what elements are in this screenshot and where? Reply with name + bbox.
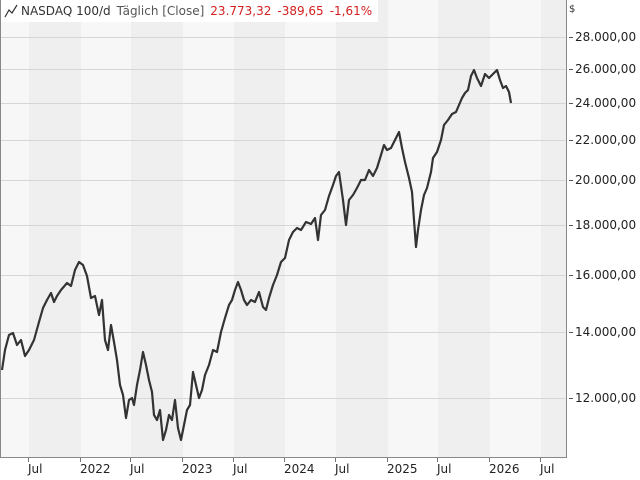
x-label-jul-2026: Jul <box>540 462 555 476</box>
x-label-jul-2025: Jul <box>437 462 452 476</box>
x-label-jul-2023: Jul <box>233 462 248 476</box>
x-label-jul-2022: Jul <box>130 462 145 476</box>
x-tick-mark <box>387 458 388 462</box>
gridline-16000 <box>1 275 566 276</box>
y-tick-14000: 14.000,00 <box>569 325 636 339</box>
x-label-jul-2024: Jul <box>335 462 350 476</box>
x-tick-mark <box>284 458 285 462</box>
gridline-18000 <box>1 225 566 226</box>
chart-title-box: NASDAQ 100/d Täglich [Close] 23.773,32 -… <box>1 0 379 22</box>
x-tick-mark <box>182 458 183 462</box>
gridline-26000 <box>1 69 566 70</box>
x-tick-mark <box>437 458 438 462</box>
x-label-2026: 2026 <box>489 462 520 476</box>
change-pct: -1,61% <box>329 4 373 18</box>
last-value: 23.773,32 <box>210 4 272 18</box>
symbol-name: NASDAQ 100/d <box>21 4 111 18</box>
band-h2-2023 <box>234 0 285 457</box>
x-label-2025: 2025 <box>387 462 418 476</box>
gridline-12000 <box>1 398 566 399</box>
x-tick-mark <box>28 458 29 462</box>
change-abs: -389,65 <box>277 4 324 18</box>
y-tick-12000: 12.000,00 <box>569 391 636 405</box>
y-tick-22000: 22.000,00 <box>569 133 636 147</box>
y-tick-28000: 28.000,00 <box>569 30 636 44</box>
price-line <box>1 68 513 442</box>
frequency-label: Täglich [Close] <box>116 4 205 18</box>
y-axis-unit: $ <box>569 4 576 15</box>
y-tick-26000: 26.000,00 <box>569 62 636 76</box>
x-tick-mark <box>335 458 336 462</box>
x-tick-mark <box>540 458 541 462</box>
plot-area[interactable] <box>0 0 567 458</box>
line-chart-icon <box>4 4 18 18</box>
band-h2-2021 <box>29 0 81 457</box>
x-tick-mark <box>233 458 234 462</box>
band-h2-2022 <box>131 0 183 457</box>
x-label-2024: 2024 <box>284 462 315 476</box>
gridline-14000 <box>1 332 566 333</box>
band-h2-2024 <box>336 0 388 457</box>
gridline-28000 <box>1 37 566 38</box>
x-label-2023: 2023 <box>182 462 213 476</box>
x-tick-mark <box>130 458 131 462</box>
gridline-24000 <box>1 103 566 104</box>
y-tick-20000: 20.000,00 <box>569 173 636 187</box>
y-tick-18000: 18.000,00 <box>569 218 636 232</box>
y-tick-16000: 16.000,00 <box>569 268 636 282</box>
gridline-20000 <box>1 180 566 181</box>
y-tick-24000: 24.000,00 <box>569 96 636 110</box>
x-tick-mark <box>489 458 490 462</box>
x-label-2022: 2022 <box>80 462 111 476</box>
x-label-jul-2021: Jul <box>28 462 43 476</box>
band-h2-2026 <box>541 0 566 457</box>
band-h2-2025 <box>438 0 490 457</box>
gridline-22000 <box>1 140 566 141</box>
x-tick-mark <box>80 458 81 462</box>
